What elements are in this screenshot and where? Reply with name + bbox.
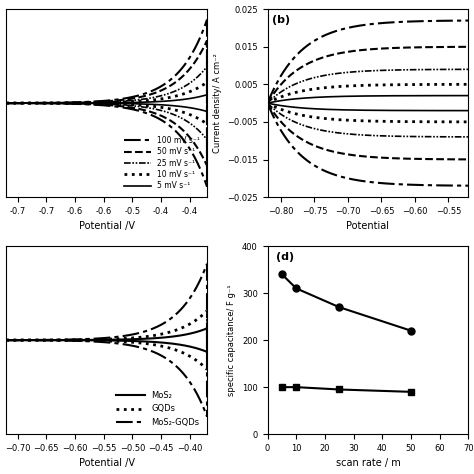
Y-axis label: Current density/ A cm⁻²: Current density/ A cm⁻² bbox=[213, 53, 222, 153]
X-axis label: Potential: Potential bbox=[346, 221, 390, 231]
Text: (d): (d) bbox=[275, 252, 294, 262]
X-axis label: Potential /V: Potential /V bbox=[79, 458, 135, 468]
Legend: 100 mV s⁻¹, 50 mV s⁻¹, 25 mV s⁻¹, 10 mV s⁻¹, 5 mV s⁻¹: 100 mV s⁻¹, 50 mV s⁻¹, 25 mV s⁻¹, 10 mV … bbox=[121, 133, 203, 193]
X-axis label: Potential /V: Potential /V bbox=[79, 221, 135, 231]
Legend: MoS₂, GQDs, MoS₂-GQDs: MoS₂, GQDs, MoS₂-GQDs bbox=[112, 388, 203, 430]
Text: (b): (b) bbox=[272, 15, 290, 25]
Y-axis label: specific capacitance/ F g⁻¹: specific capacitance/ F g⁻¹ bbox=[228, 284, 237, 396]
X-axis label: scan rate / m: scan rate / m bbox=[336, 458, 401, 468]
